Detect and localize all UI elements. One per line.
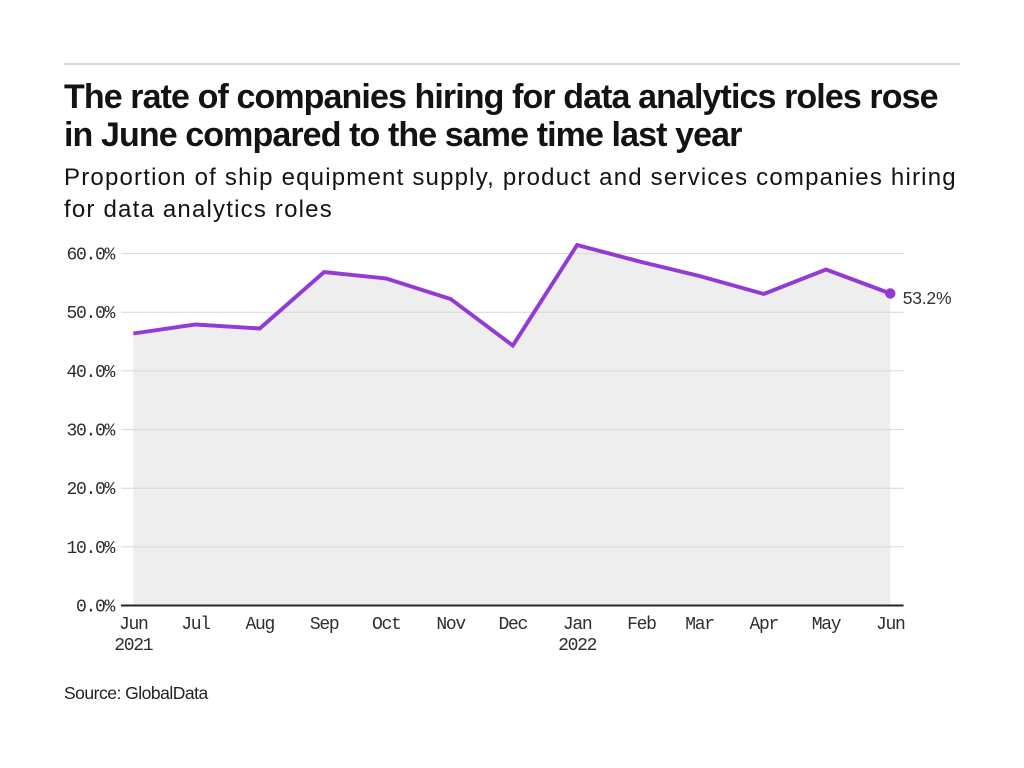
svg-text:Nov: Nov <box>436 615 466 635</box>
svg-text:Dec: Dec <box>499 615 528 635</box>
svg-text:Jun: Jun <box>876 615 905 635</box>
svg-text:Mar: Mar <box>685 615 714 635</box>
svg-text:60.0%: 60.0% <box>66 246 115 266</box>
svg-text:30.0%: 30.0% <box>66 422 115 442</box>
svg-text:Jan: Jan <box>563 615 592 635</box>
svg-text:40.0%: 40.0% <box>66 363 115 383</box>
svg-text:Feb: Feb <box>627 615 656 635</box>
svg-text:Jun: Jun <box>119 615 148 635</box>
svg-text:Sep: Sep <box>310 615 339 635</box>
svg-text:May: May <box>812 615 842 635</box>
svg-text:Aug: Aug <box>246 615 275 635</box>
svg-text:2022: 2022 <box>558 636 597 656</box>
svg-text:Oct: Oct <box>372 615 401 635</box>
svg-text:50.0%: 50.0% <box>66 304 115 324</box>
svg-text:Apr: Apr <box>750 615 779 635</box>
svg-text:0.0%: 0.0% <box>76 598 116 618</box>
svg-text:20.0%: 20.0% <box>66 480 115 500</box>
svg-text:Jul: Jul <box>181 615 210 635</box>
svg-text:2021: 2021 <box>114 636 153 656</box>
svg-text:10.0%: 10.0% <box>66 539 115 559</box>
svg-text:53.2%: 53.2% <box>903 288 952 308</box>
